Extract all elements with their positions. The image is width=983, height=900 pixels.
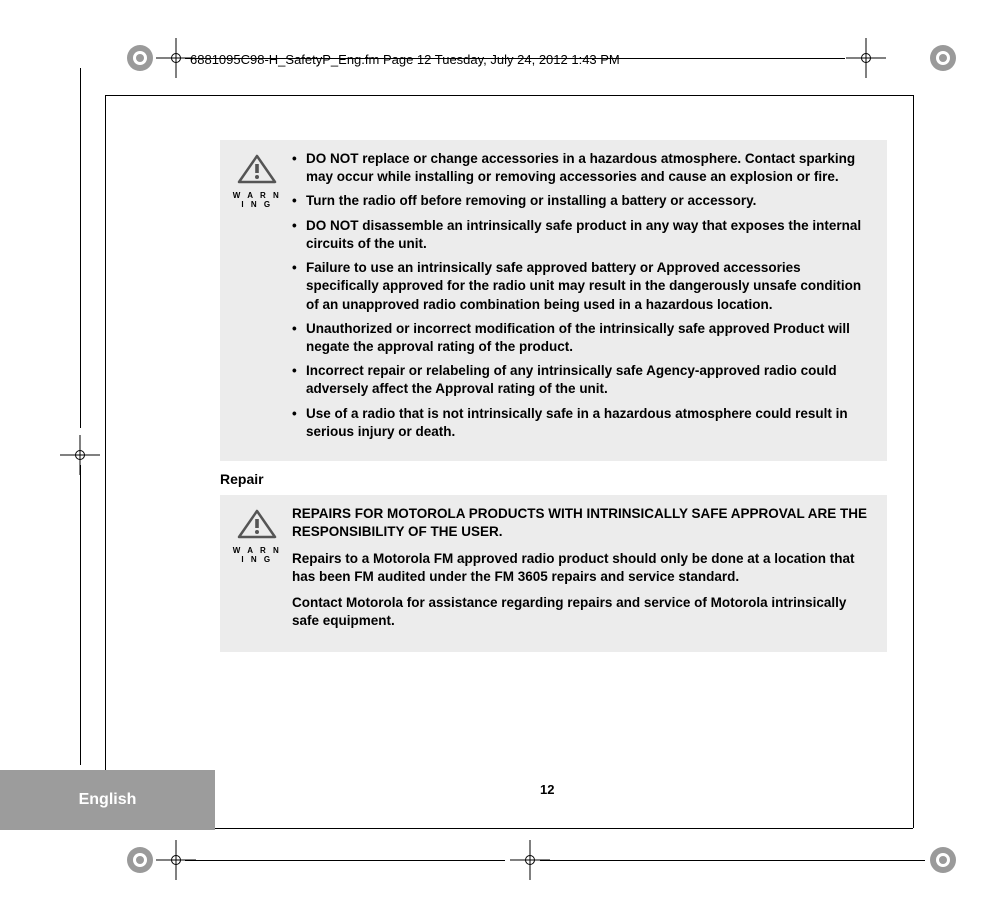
frame-line [105, 95, 106, 770]
warning-body: REPAIRS FOR MOTOROLA PRODUCTS WITH INTRI… [292, 505, 873, 638]
warning-box-hazard: W A R N I N G DO NOT replace or change a… [220, 140, 887, 461]
warning-item: Turn the radio off before removing or in… [292, 192, 873, 210]
registration-mark [923, 840, 963, 880]
registration-mark [120, 840, 160, 880]
warning-triangle-icon [237, 154, 277, 184]
warning-label: W A R N I N G [230, 546, 284, 564]
language-label: English [79, 791, 137, 809]
frame-line [105, 95, 913, 96]
warning-paragraph: REPAIRS FOR MOTOROLA PRODUCTS WITH INTRI… [292, 505, 873, 541]
section-heading-repair: Repair [220, 471, 887, 487]
frame-line [215, 828, 913, 829]
crop-line [80, 68, 81, 428]
warning-item: DO NOT disassemble an intrinsically safe… [292, 217, 873, 253]
warning-item: Failure to use an intrinsically safe app… [292, 259, 873, 314]
warning-item: DO NOT replace or change accessories in … [292, 150, 873, 186]
warning-box-repair: W A R N I N G REPAIRS FOR MOTOROLA PRODU… [220, 495, 887, 652]
running-head-text: 6881095C98-H_SafetyP_Eng.fm Page 12 Tues… [190, 52, 620, 67]
warning-paragraph: Contact Motorola for assistance regardin… [292, 594, 873, 630]
page-number: 12 [540, 782, 554, 797]
warning-triangle-icon [237, 509, 277, 539]
warning-item: Unauthorized or incorrect modification o… [292, 320, 873, 356]
frame-line [913, 95, 914, 828]
crop-line [185, 860, 505, 861]
crop-line [540, 860, 925, 861]
warning-item: Incorrect repair or relabeling of any in… [292, 362, 873, 398]
page-content: W A R N I N G DO NOT replace or change a… [220, 140, 887, 652]
warning-label: W A R N I N G [230, 191, 284, 209]
running-head-bar: 6881095C98-H_SafetyP_Eng.fm Page 12 Tues… [110, 44, 923, 74]
registration-mark [923, 38, 963, 78]
crop-line [80, 465, 81, 765]
warning-icon-column: W A R N I N G [230, 150, 284, 447]
warning-paragraph: Repairs to a Motorola FM approved radio … [292, 550, 873, 586]
language-tab: English [0, 770, 215, 830]
warning-icon-column: W A R N I N G [230, 505, 284, 638]
warning-item: Use of a radio that is not intrinsically… [292, 405, 873, 441]
warning-body: DO NOT replace or change accessories in … [292, 150, 873, 447]
